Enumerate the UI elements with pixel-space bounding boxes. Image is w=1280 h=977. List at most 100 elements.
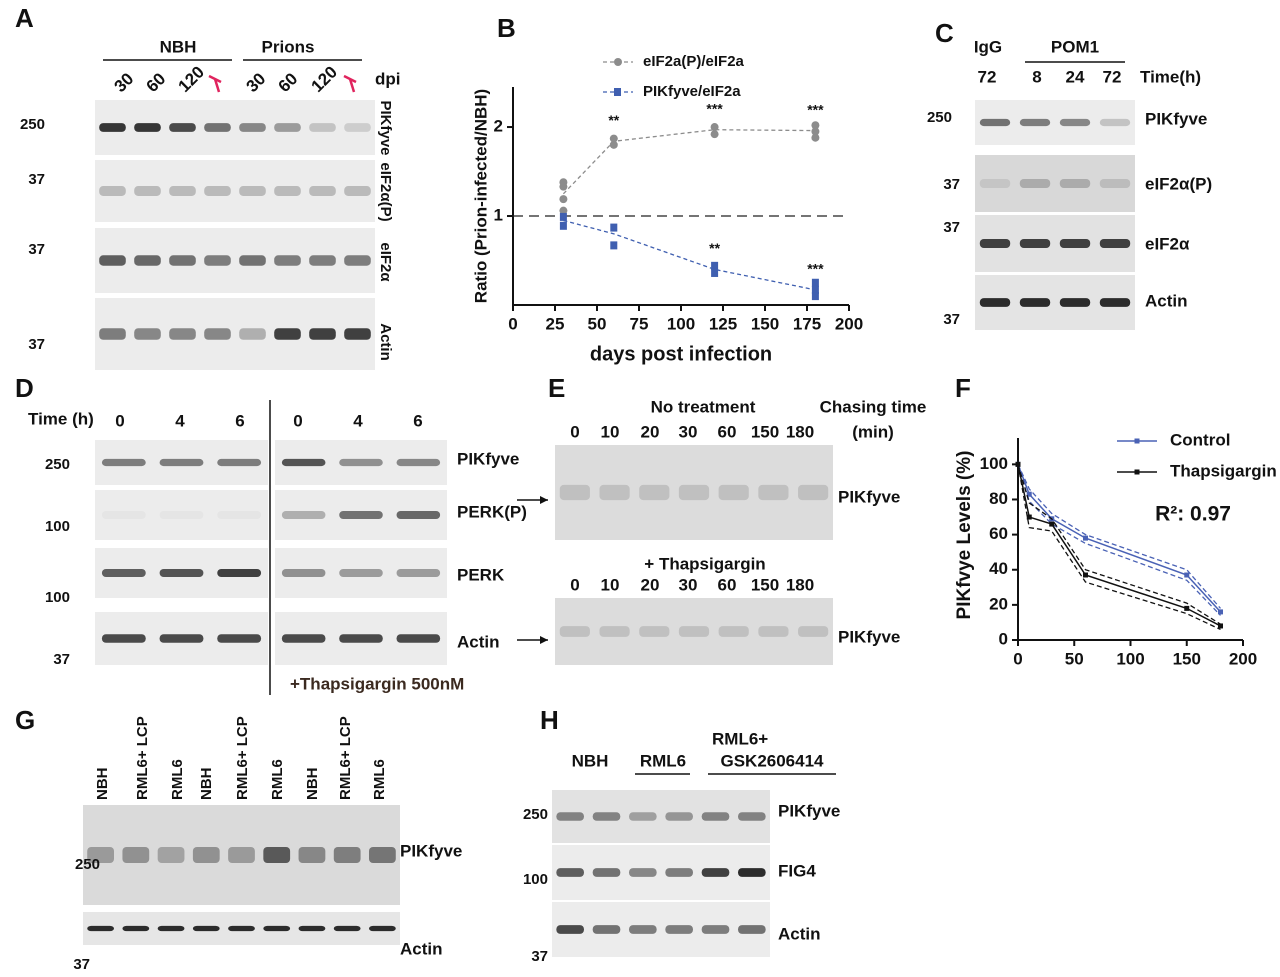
band xyxy=(556,925,584,934)
y-tick-label: 2 xyxy=(494,117,503,136)
lane-label: NBH xyxy=(304,768,321,801)
group-label: Prions xyxy=(262,37,315,56)
band xyxy=(798,626,829,637)
band xyxy=(87,925,114,932)
lane-label: 6 xyxy=(235,411,244,430)
band xyxy=(1099,298,1131,307)
band xyxy=(159,569,204,577)
x-tick-label: 150 xyxy=(1173,649,1201,668)
band xyxy=(134,186,161,196)
data-line xyxy=(1017,464,1222,613)
band xyxy=(738,812,766,821)
y-tick-label: 1 xyxy=(494,206,503,225)
band xyxy=(281,634,326,643)
band xyxy=(629,868,657,877)
row-label: Actin xyxy=(377,323,394,361)
lane-label: 60 xyxy=(143,69,170,96)
significance: ** xyxy=(608,112,619,128)
row-label: eIF2α(P) xyxy=(1145,174,1212,193)
condition-label: + Thapsigargin xyxy=(644,554,765,573)
band xyxy=(599,484,630,501)
panel-letter: H xyxy=(540,705,559,735)
band xyxy=(298,847,326,863)
band xyxy=(217,569,262,577)
row-label: PIKfyve xyxy=(1145,109,1207,128)
band xyxy=(665,868,693,877)
band xyxy=(344,255,371,266)
data-point xyxy=(1184,605,1190,611)
band xyxy=(281,511,326,519)
band xyxy=(798,484,829,501)
legend-label: PIKfyve/eIF2a xyxy=(643,83,741,100)
band xyxy=(369,925,396,932)
band xyxy=(274,255,301,266)
band xyxy=(239,186,266,196)
data-point xyxy=(811,285,819,294)
legend-marker xyxy=(1134,469,1140,475)
band xyxy=(396,511,441,519)
band xyxy=(160,511,204,519)
band xyxy=(339,569,383,577)
data-point xyxy=(559,221,567,230)
band xyxy=(344,123,371,132)
band xyxy=(274,328,301,340)
chase-label: Chasing time xyxy=(820,397,927,416)
mw-marker: 37 xyxy=(28,171,45,188)
lane-label: 60 xyxy=(275,69,302,96)
confidence-band xyxy=(1017,464,1221,631)
band xyxy=(134,123,161,132)
mw-marker: 37 xyxy=(53,651,70,668)
band xyxy=(239,328,266,340)
band xyxy=(559,484,590,501)
band xyxy=(333,925,361,932)
band xyxy=(157,925,185,932)
row-label: Actin xyxy=(457,632,500,651)
y-axis-label: Ratio (Prion-infected/NBH) xyxy=(471,89,490,303)
lane-label: 30 xyxy=(679,575,698,594)
row-label: PIKfyve xyxy=(400,841,462,860)
blot xyxy=(555,598,833,665)
panel-letter: A xyxy=(15,3,34,33)
data-point xyxy=(711,268,719,277)
arrow-head xyxy=(540,636,548,644)
band xyxy=(979,238,1011,249)
lane-label: 60 xyxy=(718,422,737,441)
legend-marker xyxy=(1134,438,1140,444)
band xyxy=(339,458,383,467)
band xyxy=(274,123,301,132)
band xyxy=(979,118,1011,127)
lane-label: NBH xyxy=(198,768,215,801)
group-label: IgG xyxy=(974,37,1002,56)
band xyxy=(309,186,336,196)
mw-marker: 250 xyxy=(45,456,70,473)
band xyxy=(169,123,196,132)
row-label: Actin xyxy=(400,939,443,958)
band xyxy=(263,925,291,932)
lane-label: 0 xyxy=(293,411,302,430)
data-point xyxy=(1218,623,1223,629)
band xyxy=(718,626,749,637)
band xyxy=(758,484,789,501)
x-tick-label: 75 xyxy=(630,314,649,333)
band xyxy=(99,123,126,132)
x-tick-label: 50 xyxy=(588,314,607,333)
fit-line xyxy=(563,219,816,291)
data-point xyxy=(609,140,618,149)
band xyxy=(979,178,1011,189)
treatment-label: +Thapsigargin 500nM xyxy=(290,674,464,693)
band xyxy=(122,925,150,932)
legend-label: Thapsigargin xyxy=(1170,461,1277,480)
band xyxy=(701,812,730,821)
confidence-band xyxy=(1017,464,1221,616)
data-point xyxy=(1083,535,1088,541)
band xyxy=(204,328,231,340)
x-tick-label: 200 xyxy=(835,314,863,333)
lane-label: 72 xyxy=(978,67,997,86)
data-point xyxy=(1049,521,1055,527)
x-tick-label: 100 xyxy=(667,314,695,333)
band xyxy=(629,812,657,821)
data-line xyxy=(1017,464,1221,627)
lane-label: 4 xyxy=(353,411,363,430)
mw-marker: 250 xyxy=(75,856,100,873)
y-axis-label: PIKfvye Levels (%) xyxy=(954,451,975,620)
